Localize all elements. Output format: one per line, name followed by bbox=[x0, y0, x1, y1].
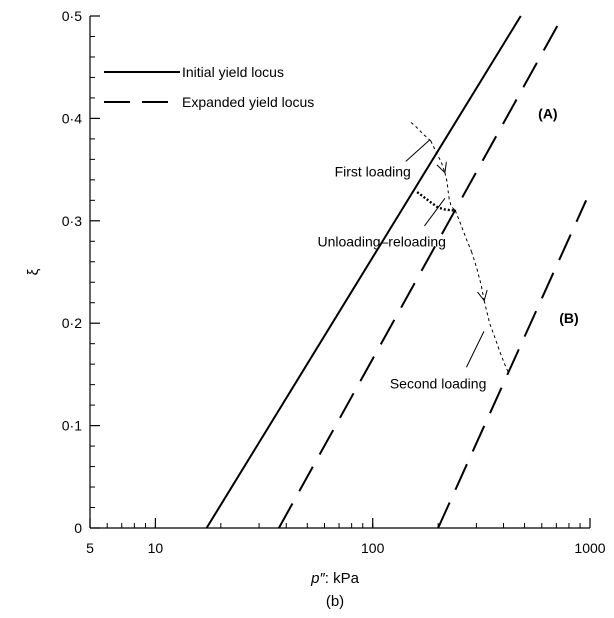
stress-path-segment bbox=[444, 172, 456, 211]
annotation-leader-line bbox=[424, 197, 446, 227]
y-tick-label: 0·4 bbox=[62, 110, 82, 126]
y-tick-label: 0·5 bbox=[62, 8, 82, 24]
loading-path bbox=[410, 122, 510, 375]
x-tick-label: 1000 bbox=[574, 540, 605, 556]
yield-loci bbox=[205, 15, 588, 529]
x-axis-title: p″: kPa bbox=[310, 570, 359, 587]
legend-label: Expanded yield locus bbox=[182, 94, 314, 110]
x-axis-title-unit: : kPa bbox=[325, 570, 360, 587]
y-tick-label: 0·2 bbox=[62, 315, 82, 331]
annotation-label: Second loading bbox=[390, 376, 487, 392]
annotation-label: Unloading–reloading bbox=[317, 233, 445, 249]
stress-path-segment bbox=[471, 251, 485, 301]
stress-path-segment bbox=[483, 300, 510, 375]
y-tick-label: 0·1 bbox=[62, 418, 82, 434]
x-axis-title-symbol: p″ bbox=[310, 570, 325, 587]
panel-label: (b) bbox=[326, 593, 344, 610]
initial-yield-locus-line bbox=[205, 15, 522, 529]
y-tick-label: 0·3 bbox=[62, 213, 82, 229]
annotation-leader-line bbox=[405, 139, 431, 162]
y-tick-label: 0 bbox=[74, 520, 82, 536]
annotation-label: First loading bbox=[335, 164, 411, 180]
axes: 5 10 100 1000 0 0·1 0·2 0·3 0·4 0·5 bbox=[62, 8, 606, 556]
stress-path-segment bbox=[410, 122, 432, 142]
annotation-leader-line bbox=[465, 331, 485, 368]
legend: Initial yield locus Expanded yield locus bbox=[104, 64, 314, 110]
stress-path-segment bbox=[454, 210, 472, 252]
x-tick-label: 100 bbox=[361, 540, 385, 556]
axis-labels: ξ p″: kPa (b) bbox=[25, 268, 360, 610]
stress-path-segment bbox=[430, 140, 445, 173]
x-tick-label: 5 bbox=[86, 540, 94, 556]
annotations: (A) (B) First loading Unloading–reloading Se… bbox=[317, 105, 578, 391]
unloading-reloading-path bbox=[416, 191, 456, 212]
annotation-label: (A) bbox=[538, 105, 557, 121]
legend-label: Initial yield locus bbox=[182, 64, 284, 80]
expanded-yield-locus-line bbox=[437, 199, 588, 529]
expanded-yield-locus-line bbox=[278, 15, 564, 529]
y-axis-title: ξ bbox=[25, 268, 42, 275]
x-tick-label: 10 bbox=[148, 540, 164, 556]
annotation-label: (B) bbox=[559, 310, 578, 326]
